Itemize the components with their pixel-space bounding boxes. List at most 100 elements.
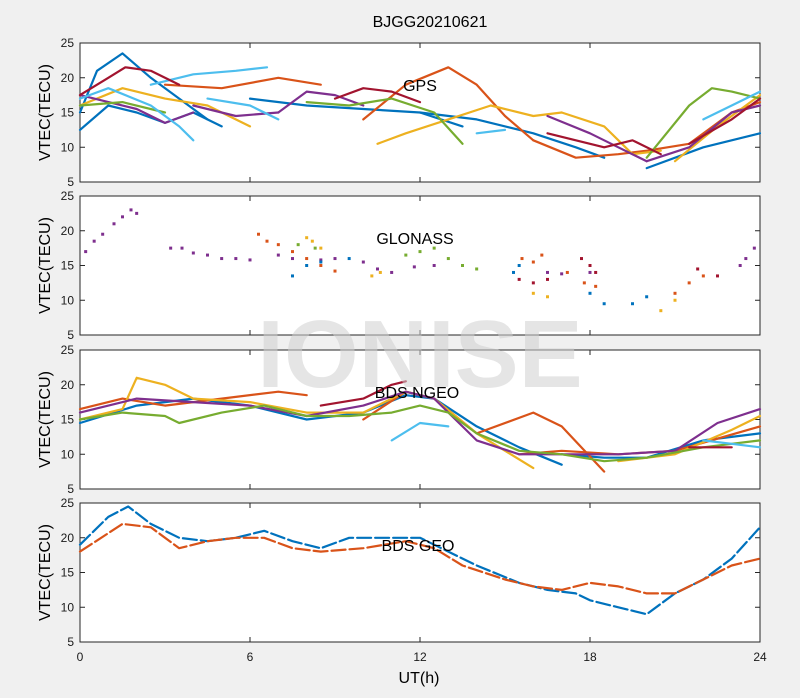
panel-bds-geo-series-line	[78, 522, 762, 595]
panel-gps-series-line	[333, 87, 422, 104]
panel-glonass-point	[659, 309, 663, 313]
panel-glonass-point	[531, 260, 535, 264]
panel-glonass-point	[333, 269, 337, 273]
panel-glonass-point	[135, 211, 139, 215]
panel-gps-series-line	[78, 87, 195, 142]
panel-bds-ngeo: 5 10 15 20 25 VTEC(TECU) BDS NGEO	[37, 343, 762, 496]
panel-bds-ngeo-ytick-label: 15	[61, 413, 75, 427]
panel-glonass-point	[169, 246, 173, 250]
panel-gps-series-line	[163, 76, 322, 90]
panel-glonass-point	[580, 257, 583, 261]
panel-glonass-point	[347, 257, 351, 261]
panel-glonass-point	[291, 250, 294, 254]
panel-glonass-point	[390, 270, 394, 274]
panel-glonass-point	[310, 239, 314, 243]
panel-bds-geo: 5 10 15 20 25 0 6 12 18 24 VTEC(TECU) BDS GEO	[37, 496, 767, 664]
panel-bds-geo-ytick-label: 25	[61, 496, 75, 510]
panel-glonass-point	[461, 264, 464, 267]
panel-glonass-point	[418, 250, 422, 254]
panel-glonass-point	[512, 270, 515, 274]
panel-gps: 5 10 15 20 25 VTEC(TECU) GPS	[37, 36, 762, 189]
panel-glonass-point	[520, 257, 524, 261]
panel-glonass-point	[313, 246, 317, 250]
panel-glonass-point	[673, 298, 677, 302]
panel-gps-series-line	[149, 66, 269, 86]
panel-glonass-point	[129, 208, 133, 212]
panel-glonass-point	[687, 281, 691, 285]
panel-bds-ngeo-series-line	[78, 404, 762, 463]
panel-bds-geo-xtick-label: 12	[413, 650, 427, 664]
panel-glonass-point	[594, 270, 598, 274]
figure-title: BJGG20210621	[373, 14, 488, 31]
panel-glonass-point	[446, 257, 450, 261]
panel-gps-series-line	[376, 104, 563, 145]
panel-glonass-point	[588, 264, 592, 267]
panel-glonass-point	[291, 257, 294, 261]
panel-gps-series-line	[78, 94, 195, 124]
watermark: IONISE	[257, 301, 582, 408]
panel-glonass-point	[412, 265, 416, 269]
panel-glonass-point	[531, 281, 535, 285]
panel-glonass-point	[333, 257, 337, 261]
panel-gps-series-line	[546, 132, 662, 156]
panel-glonass-point	[752, 246, 756, 250]
panel-gps-series-line	[688, 97, 762, 145]
panel-gps-series-line	[546, 114, 648, 163]
panel-bds-geo-xtick-label: 18	[583, 650, 597, 664]
panel-glonass-point	[112, 222, 116, 226]
panel-gps-series-line	[305, 97, 464, 145]
panel-gps-series-line	[702, 90, 762, 121]
panel-bds-ngeo-ytick-label: 5	[67, 482, 74, 496]
panel-glonass-ytick-label: 20	[61, 224, 75, 238]
panel-bds-geo-ytick-label: 15	[61, 566, 75, 580]
panel-gps-series-line	[362, 66, 535, 142]
panel-glonass-point	[588, 270, 592, 274]
panel-bds-ngeo-ylabel: VTEC(TECU)	[37, 371, 54, 468]
panel-glonass-point	[84, 250, 88, 254]
panel-glonass: 5 10 15 20 25 VTEC(TECU) GLONASS	[37, 189, 761, 342]
panel-gps-series-line	[277, 90, 365, 114]
panel-bds-geo-ytick-label: 10	[61, 600, 75, 614]
panel-glonass-point	[180, 246, 184, 250]
panel-glonass-ytick-label: 15	[61, 259, 75, 273]
panel-glonass-point	[475, 267, 479, 271]
panel-gps-series-line	[560, 111, 662, 156]
panel-bds-ngeo-series-line	[390, 421, 450, 442]
panel-bds-geo-ylabel: VTEC(TECU)	[37, 524, 54, 621]
panel-glonass-point	[234, 257, 238, 261]
panel-gps-series-line	[78, 104, 223, 131]
panel-gps-series-line	[78, 66, 181, 97]
panel-glonass-label: GLONASS	[376, 231, 453, 248]
panel-glonass-point	[716, 274, 719, 278]
panel-glonass-point	[121, 215, 124, 219]
panel-gps-ytick-label: 20	[61, 71, 75, 85]
panel-glonass-point	[191, 251, 195, 255]
panel-gps-ylabel: VTEC(TECU)	[37, 64, 54, 161]
panel-glonass-point	[432, 246, 436, 250]
panel-glonass-point	[404, 253, 408, 257]
panel-gps-ytick-label: 5	[67, 175, 74, 189]
panel-gps-series-line	[206, 97, 280, 121]
panel-bds-ngeo-label: BDS NGEO	[375, 385, 459, 402]
panel-gps-ytick-label: 25	[61, 36, 75, 50]
panel-glonass-point	[602, 302, 606, 306]
panel-glonass-point	[291, 274, 294, 278]
panel-glonass-axes	[79, 195, 761, 336]
panel-glonass-point	[361, 260, 365, 264]
panel-glonass-point	[276, 243, 280, 247]
panel-glonass-point	[319, 258, 323, 262]
panel-glonass-point	[220, 257, 224, 261]
panel-gps-ytick-label: 15	[61, 106, 75, 120]
panel-glonass-point	[588, 291, 592, 295]
panel-bds-ngeo-ytick-label: 10	[61, 447, 75, 461]
panel-glonass-ytick-label: 5	[67, 328, 74, 342]
panels: 5 10 15 20 25 VTEC(TECU) GPS 5 10 15 20 25 VTEC(TECU…	[37, 36, 767, 664]
panel-glonass-point	[370, 274, 374, 278]
panel-glonass-point	[101, 232, 105, 236]
panel-glonass-point	[248, 258, 252, 262]
panel-bds-ngeo-series-line	[78, 390, 563, 456]
panel-bds-ngeo-ytick-label: 25	[61, 343, 75, 357]
panel-glonass-point	[738, 264, 742, 267]
panel-bds-geo-ytick-label: 5	[67, 635, 74, 649]
panel-glonass-point	[432, 264, 436, 267]
